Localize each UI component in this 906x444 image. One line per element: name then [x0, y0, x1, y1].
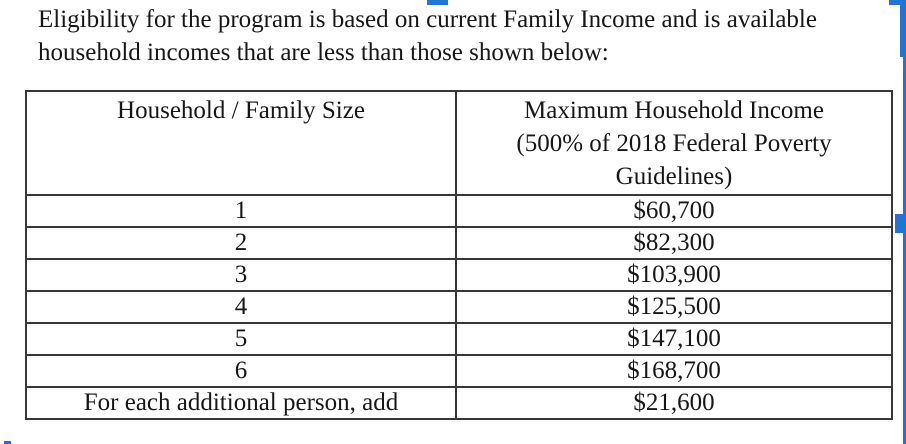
selection-resize-handle[interactable]: [895, 214, 906, 233]
table-row: 5 $147,100: [25, 322, 893, 356]
family-size-cell: 4: [25, 290, 457, 324]
family-size-cell: 5: [25, 322, 457, 356]
table-row: For each additional person, add $21,600: [25, 386, 893, 420]
intro-line-1: Eligibility for the program is based on …: [38, 6, 817, 33]
family-size-cell: 6: [25, 354, 457, 388]
table-row: 2 $82,300: [25, 226, 893, 260]
income-header-line: (500% of 2018 Federal Poverty: [516, 130, 832, 157]
selection-right-edge-segment: [900, 0, 906, 57]
intro-paragraph: Eligibility for the program is based on …: [38, 3, 817, 69]
family-size-cell: 3: [25, 258, 457, 292]
family-size-cell: 1: [25, 194, 457, 228]
table-row: 1 $60,700: [25, 194, 893, 228]
income-cell: $147,100: [455, 322, 893, 356]
family-size-header: Household / Family Size: [25, 90, 457, 196]
table-header-row: Household / Family Size Maximum Househol…: [25, 90, 893, 196]
income-cell: $82,300: [455, 226, 893, 260]
table-row: 6 $168,700: [25, 354, 893, 388]
eligibility-table: Household / Family Size Maximum Househol…: [25, 90, 893, 420]
income-cell: $168,700: [455, 354, 893, 388]
income-header-line: Maximum Household Income: [524, 97, 824, 124]
family-size-cell: For each additional person, add: [25, 386, 457, 420]
selection-top-right-fragment: [889, 0, 906, 5]
selection-top-fragment: [427, 0, 448, 5]
family-size-cell: 2: [25, 226, 457, 260]
table-row: 3 $103,900: [25, 258, 893, 292]
income-cell: $21,600: [455, 386, 893, 420]
income-cell: $125,500: [455, 290, 893, 324]
income-header: Maximum Household Income (500% of 2018 F…: [455, 90, 893, 196]
table-row: 4 $125,500: [25, 290, 893, 324]
income-cell: $103,900: [455, 258, 893, 292]
intro-line-2: household incomes that are less than tho…: [38, 39, 609, 66]
income-cell: $60,700: [455, 194, 893, 228]
income-header-line: Guidelines): [615, 163, 733, 190]
selection-bottom-fragment: [4, 441, 11, 444]
